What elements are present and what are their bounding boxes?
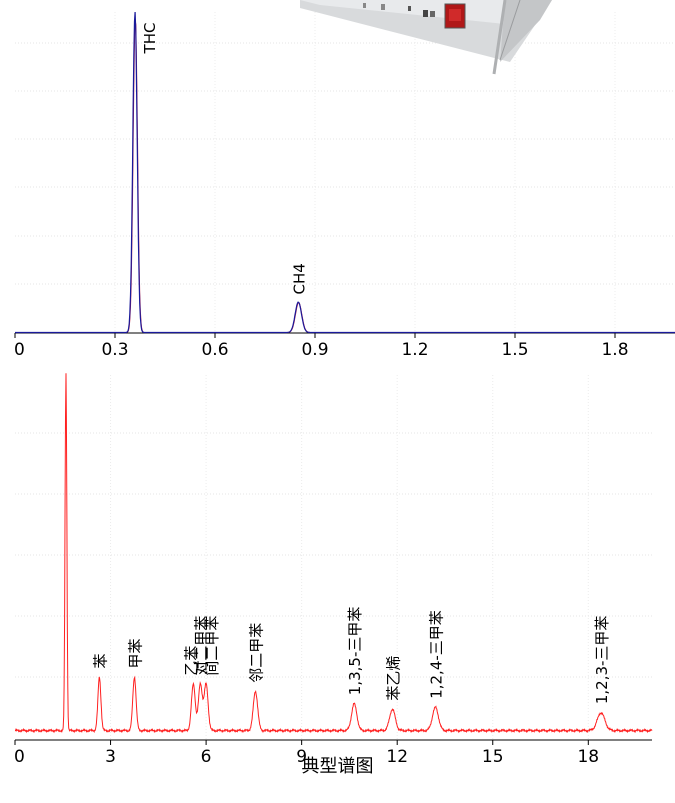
peak-label: THC [141, 23, 159, 55]
top-chart: 0 0.3 0.6 0.9 1.2 1.5 1.8 THC CH4 [14, 0, 675, 360]
x-tick-label: 12 [386, 747, 408, 767]
x-tick-label: 15 [482, 747, 504, 767]
x-tick-label: 18 [577, 747, 599, 767]
x-tick-label: 1.2 [401, 340, 428, 360]
top-chart-peak-labels: THC CH4 [141, 23, 308, 295]
top-chart-trace-red [15, 19, 675, 333]
x-tick-label: 0.3 [101, 340, 128, 360]
x-tick-label: 1.5 [501, 340, 528, 360]
top-chart-trace-blue [15, 11, 675, 334]
x-tick-label: 0.9 [301, 340, 328, 360]
instrument-photo [300, 0, 552, 75]
x-tick-label: 9 [296, 747, 307, 767]
bottom-chart: 0 3 6 9 12 15 18 苯 甲苯 乙苯对二甲苯间二甲苯 邻二甲苯 1,3,5-三甲苯苯乙烯… [14, 373, 653, 767]
figure-caption: 典型谱图 [301, 756, 374, 777]
peak-label: 乙苯 [182, 646, 200, 676]
peak-label: 邻二甲苯 [247, 623, 265, 683]
peak-label: 1,3,5-三甲苯 [346, 607, 364, 696]
x-tick-label: 0 [14, 747, 25, 767]
peak-label: 甲苯 [126, 638, 144, 668]
x-tick-label: 1.8 [601, 340, 628, 360]
peak-label: 1,2,4-三甲苯 [427, 610, 445, 699]
x-tick-label: 3 [105, 747, 116, 767]
bottom-chart-trace [14, 373, 653, 734]
peak-label: 对二甲苯 [192, 616, 210, 676]
bottom-chart-peak-labels: 苯 甲苯 乙苯对二甲苯间二甲苯 邻二甲苯 1,3,5-三甲苯苯乙烯 1,2,4-三甲苯 1,… [91, 607, 611, 705]
peak-label: 苯乙烯 [384, 656, 402, 701]
top-chart-grid [15, 12, 675, 333]
x-tick-label: 0.6 [201, 340, 228, 360]
x-tick-label: 6 [201, 747, 212, 767]
bottom-chart-x-ticks: 0 3 6 9 12 15 18 [14, 740, 599, 767]
peak-label: CH4 [290, 263, 308, 294]
bottom-chart-grid [15, 375, 652, 740]
x-tick-label: 0 [14, 340, 25, 360]
peak-label: 苯 [91, 653, 109, 668]
top-chart-x-ticks: 0 0.3 0.6 0.9 1.2 1.5 1.8 [14, 333, 629, 360]
peak-label: 1,2,3-三甲苯 [593, 616, 611, 705]
peak-label: 间二甲苯 [203, 616, 221, 676]
